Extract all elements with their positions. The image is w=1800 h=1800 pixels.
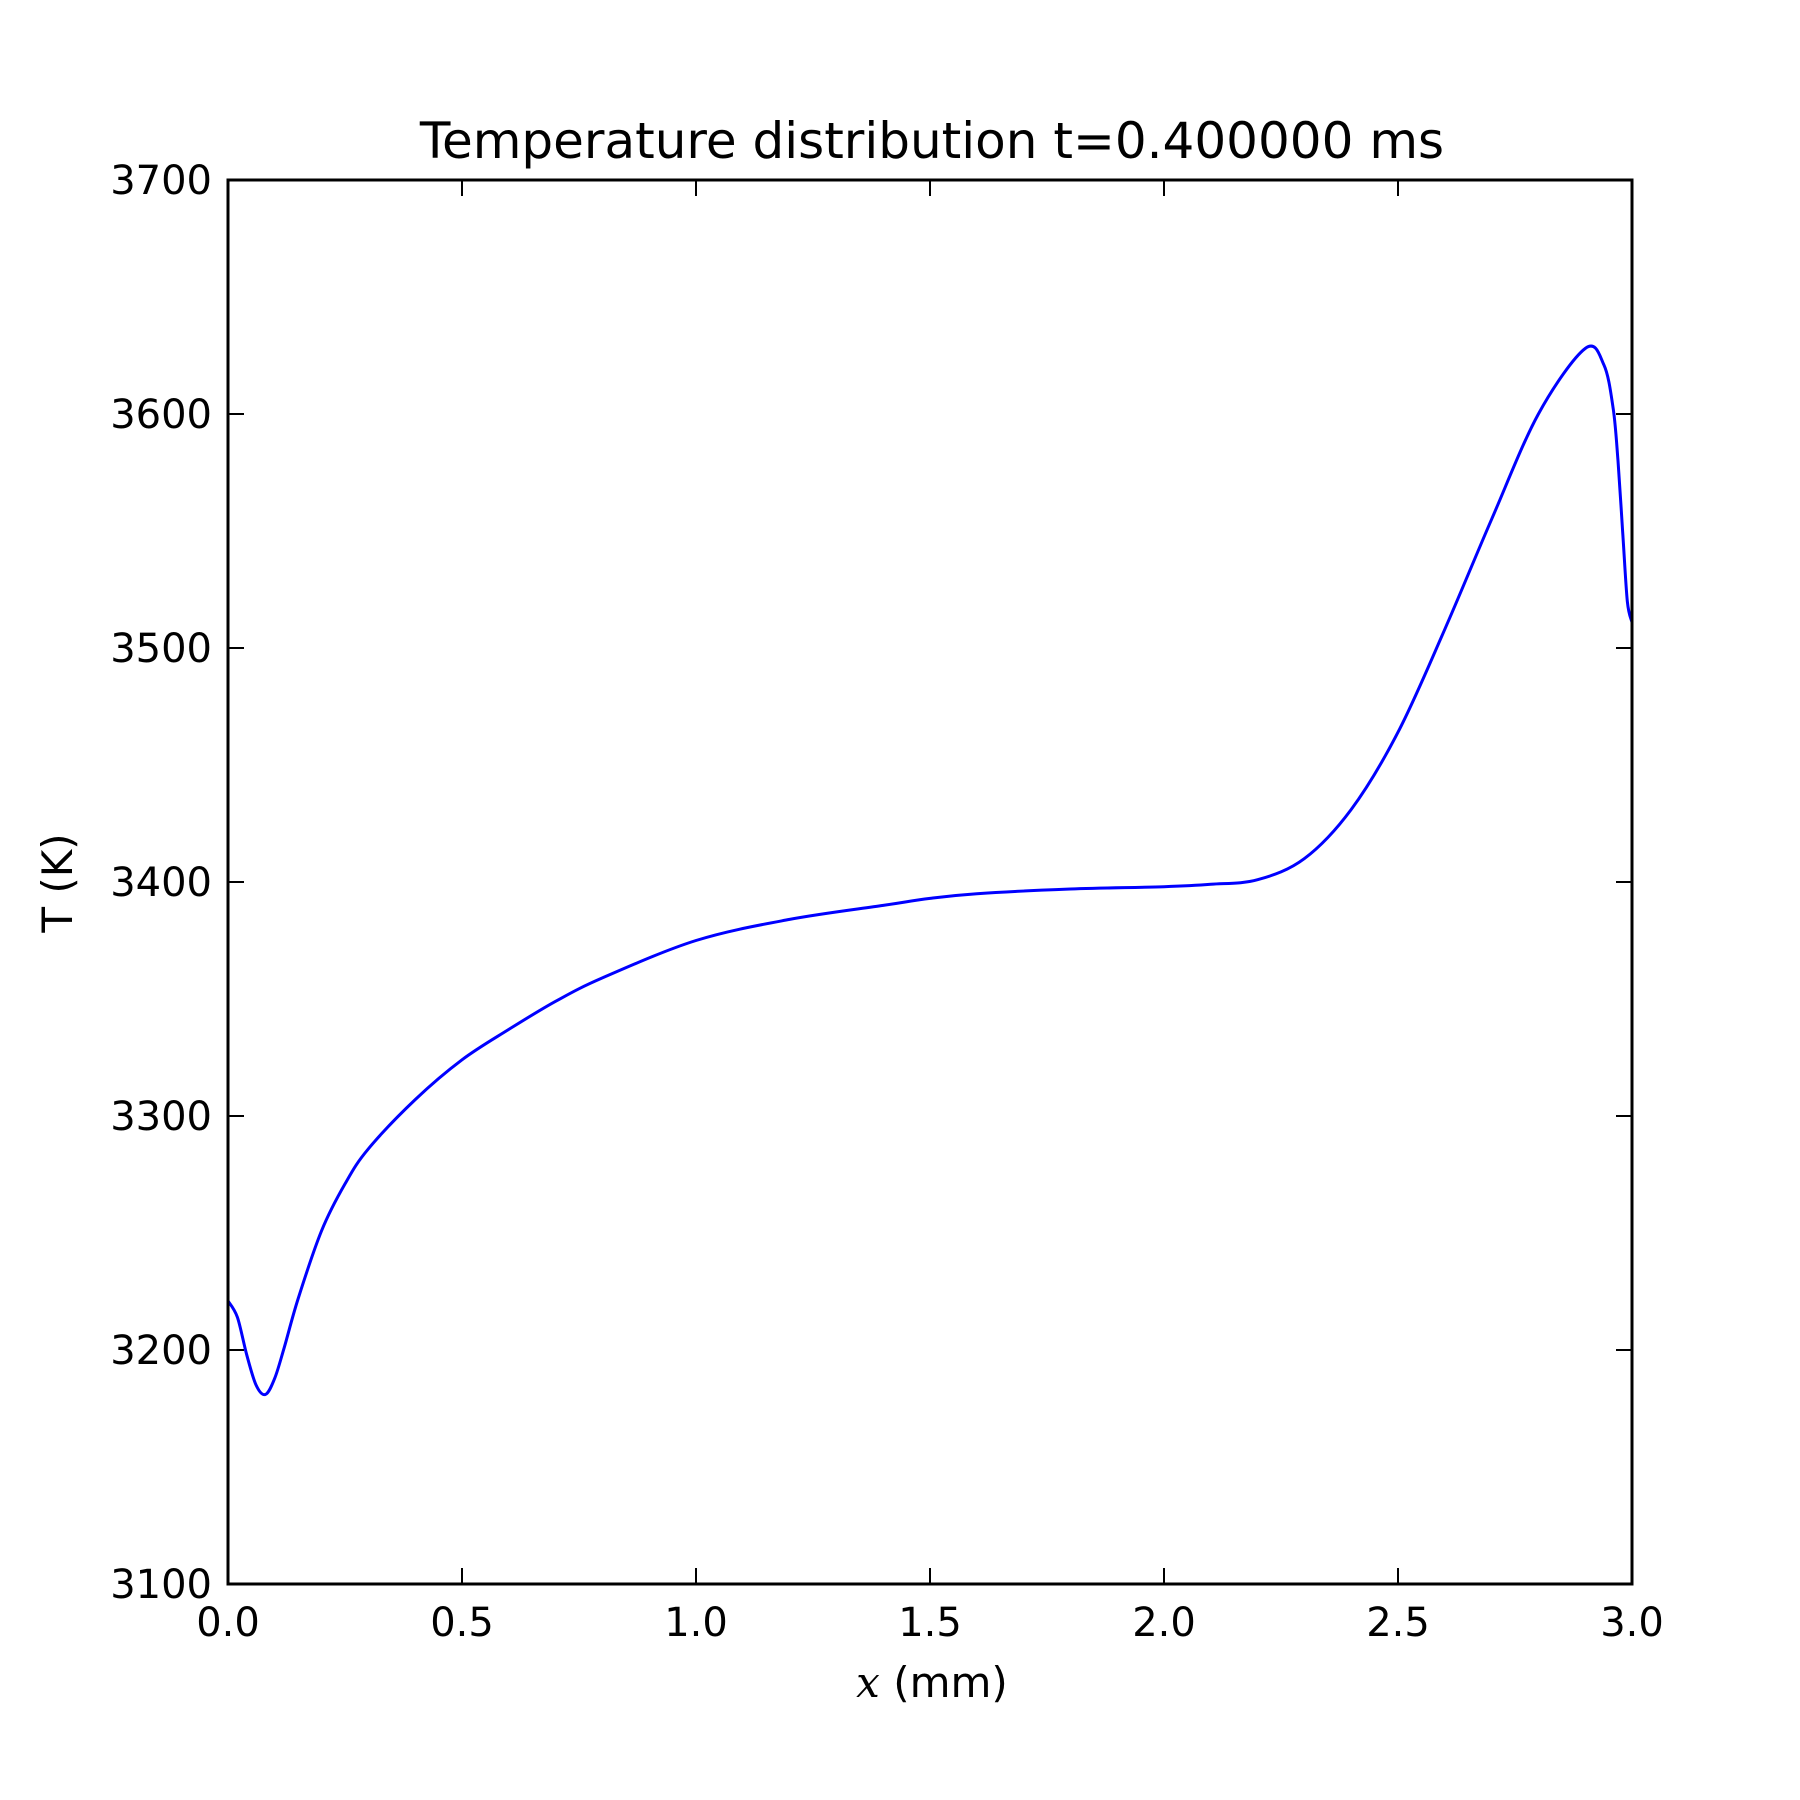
x-tick-label: 0.0 [196,1600,260,1646]
chart-title: Temperature distribution t=0.400000 ms [419,112,1444,170]
y-tick-label: 3100 [110,1562,212,1608]
y-tick-label: 3500 [110,626,212,672]
y-tick-label: 3200 [110,1328,212,1374]
y-axis-label: T (K) [33,833,82,933]
x-tick-label: 0.5 [430,1600,494,1646]
x-tick-label: 2.0 [1132,1600,1196,1646]
x-axis-variable: x [856,1658,880,1707]
temperature-line [226,344,1634,1397]
y-tick-label: 3300 [110,1094,212,1140]
x-tick-label: 1.5 [898,1600,962,1646]
x-axis-label: x (mm) [856,1658,1008,1707]
x-tick-label: 3.0 [1600,1600,1664,1646]
axis-tick-labels: 0.0 0.5 1.0 1.5 2.0 2.5 3.0 3100 3200 3300 3400 350… [110,158,1664,1646]
y-tick-label: 3700 [110,158,212,204]
x-tick-label: 2.5 [1366,1600,1430,1646]
x-tick-label: 1.0 [664,1600,728,1646]
plot-frame [226,178,1634,1586]
y-tick-label: 3600 [110,392,212,438]
x-axis-unit: (mm) [880,1658,1008,1707]
y-tick-label: 3400 [110,860,212,906]
